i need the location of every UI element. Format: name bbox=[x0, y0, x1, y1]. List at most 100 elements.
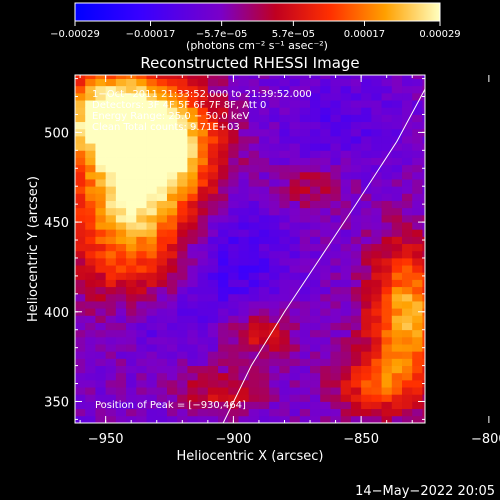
heatmap-cell bbox=[391, 243, 403, 252]
heatmap-cell bbox=[371, 387, 382, 395]
heatmap-cell bbox=[320, 128, 331, 137]
heatmap-cell bbox=[371, 150, 382, 158]
heatmap-cell bbox=[391, 286, 403, 295]
heatmap-cell bbox=[402, 243, 413, 252]
heatmap-cell bbox=[136, 387, 147, 395]
heatmap-cell bbox=[248, 200, 260, 209]
heatmap-cell bbox=[248, 308, 260, 316]
heatmap-cell bbox=[166, 336, 178, 345]
heatmap-cell bbox=[269, 171, 280, 180]
heatmap-cell bbox=[340, 193, 352, 201]
colorbar-frame bbox=[74, 2, 441, 22]
heatmap-cell bbox=[371, 121, 382, 130]
x-tick-label: −950 bbox=[88, 432, 124, 447]
heatmap-cell bbox=[289, 75, 301, 79]
heatmap-cell bbox=[207, 100, 219, 108]
heatmap-cell bbox=[166, 121, 178, 130]
heatmap-cell bbox=[177, 415, 188, 423]
heatmap-cell bbox=[146, 229, 158, 237]
heatmap-cell bbox=[228, 315, 239, 323]
heatmap-cell bbox=[136, 358, 147, 366]
heatmap-cell bbox=[310, 186, 321, 194]
heatmap-cell bbox=[320, 207, 331, 216]
heatmap-cell bbox=[422, 243, 425, 252]
heatmap-cell bbox=[289, 222, 301, 230]
heatmap-cell bbox=[126, 128, 137, 137]
heatmap-cell bbox=[197, 193, 209, 201]
heatmap-cell bbox=[85, 372, 96, 381]
heatmap-cell bbox=[258, 272, 270, 280]
heatmap-cell bbox=[361, 272, 372, 280]
heatmap-cell bbox=[391, 222, 403, 230]
heatmap-cell bbox=[218, 164, 229, 173]
heatmap-cell bbox=[228, 265, 239, 273]
heatmap-cell bbox=[207, 186, 219, 194]
heatmap-cell bbox=[320, 265, 331, 273]
heatmap-cell bbox=[310, 286, 321, 295]
heatmap-cell bbox=[136, 214, 147, 223]
heatmap-cell bbox=[320, 315, 331, 323]
heatmap-cell bbox=[218, 214, 229, 223]
heatmap-cell bbox=[310, 322, 321, 331]
heatmap-cell bbox=[340, 78, 352, 87]
heatmap-cell bbox=[289, 179, 301, 187]
heatmap-cell bbox=[279, 286, 290, 295]
heatmap-cell bbox=[115, 236, 127, 245]
heatmap-cell bbox=[381, 394, 393, 402]
heatmap-cell bbox=[105, 171, 117, 180]
heatmap-cell bbox=[350, 293, 362, 302]
heatmap-cell bbox=[115, 128, 127, 137]
heatmap-cell bbox=[126, 301, 137, 309]
heatmap-cell bbox=[340, 236, 352, 245]
heatmap-cell bbox=[85, 257, 96, 266]
heatmap-cell bbox=[402, 365, 413, 374]
heatmap-cell bbox=[207, 236, 219, 245]
heatmap-cell bbox=[320, 171, 331, 180]
heatmap-cell bbox=[381, 401, 393, 410]
heatmap-cell bbox=[156, 229, 168, 237]
heatmap-cell bbox=[269, 164, 280, 173]
heatmap-cell bbox=[156, 301, 168, 309]
heatmap-cell bbox=[177, 128, 188, 137]
heatmap-cell bbox=[126, 250, 137, 259]
heatmap-cell bbox=[310, 143, 321, 151]
heatmap-cell bbox=[218, 250, 229, 259]
heatmap-cell bbox=[75, 322, 86, 331]
heatmap-cell bbox=[197, 236, 209, 245]
heatmap-cell bbox=[361, 236, 372, 245]
heatmap-cell bbox=[310, 171, 321, 180]
heatmap-cell bbox=[228, 329, 239, 338]
heatmap-cell bbox=[95, 157, 107, 166]
heatmap-cell bbox=[340, 358, 352, 366]
heatmap-cell bbox=[238, 308, 250, 316]
heatmap-cell bbox=[85, 301, 96, 309]
heatmap-cell bbox=[340, 179, 352, 187]
heatmap-cell bbox=[269, 193, 280, 201]
heatmap-cell bbox=[75, 329, 86, 338]
heatmap-cell bbox=[279, 157, 290, 166]
heatmap-cell bbox=[146, 150, 158, 158]
heatmap-cell bbox=[115, 308, 127, 316]
heatmap-cell bbox=[197, 315, 209, 323]
heatmap-cell bbox=[279, 379, 290, 388]
heatmap-cell bbox=[330, 394, 342, 402]
heatmap-cell bbox=[238, 193, 250, 201]
heatmap-cell bbox=[207, 315, 219, 323]
heatmap-cell bbox=[269, 250, 280, 259]
heatmap-cell bbox=[289, 214, 301, 223]
heatmap-cell bbox=[381, 135, 393, 144]
heatmap-cell bbox=[115, 365, 127, 374]
heatmap-cell bbox=[105, 186, 117, 194]
heatmap-cell bbox=[156, 265, 168, 273]
heatmap-cell bbox=[391, 128, 403, 137]
heatmap-cell bbox=[197, 100, 209, 108]
heatmap-cell bbox=[391, 387, 403, 395]
heatmap-cell bbox=[228, 293, 239, 302]
heatmap-cell bbox=[105, 301, 117, 309]
heatmap-cell bbox=[115, 351, 127, 359]
heatmap-cell bbox=[310, 372, 321, 381]
heatmap-cell bbox=[320, 107, 331, 115]
heatmap-cell bbox=[115, 121, 127, 130]
heatmap-cell bbox=[310, 179, 321, 187]
heatmap-cell bbox=[279, 257, 290, 266]
